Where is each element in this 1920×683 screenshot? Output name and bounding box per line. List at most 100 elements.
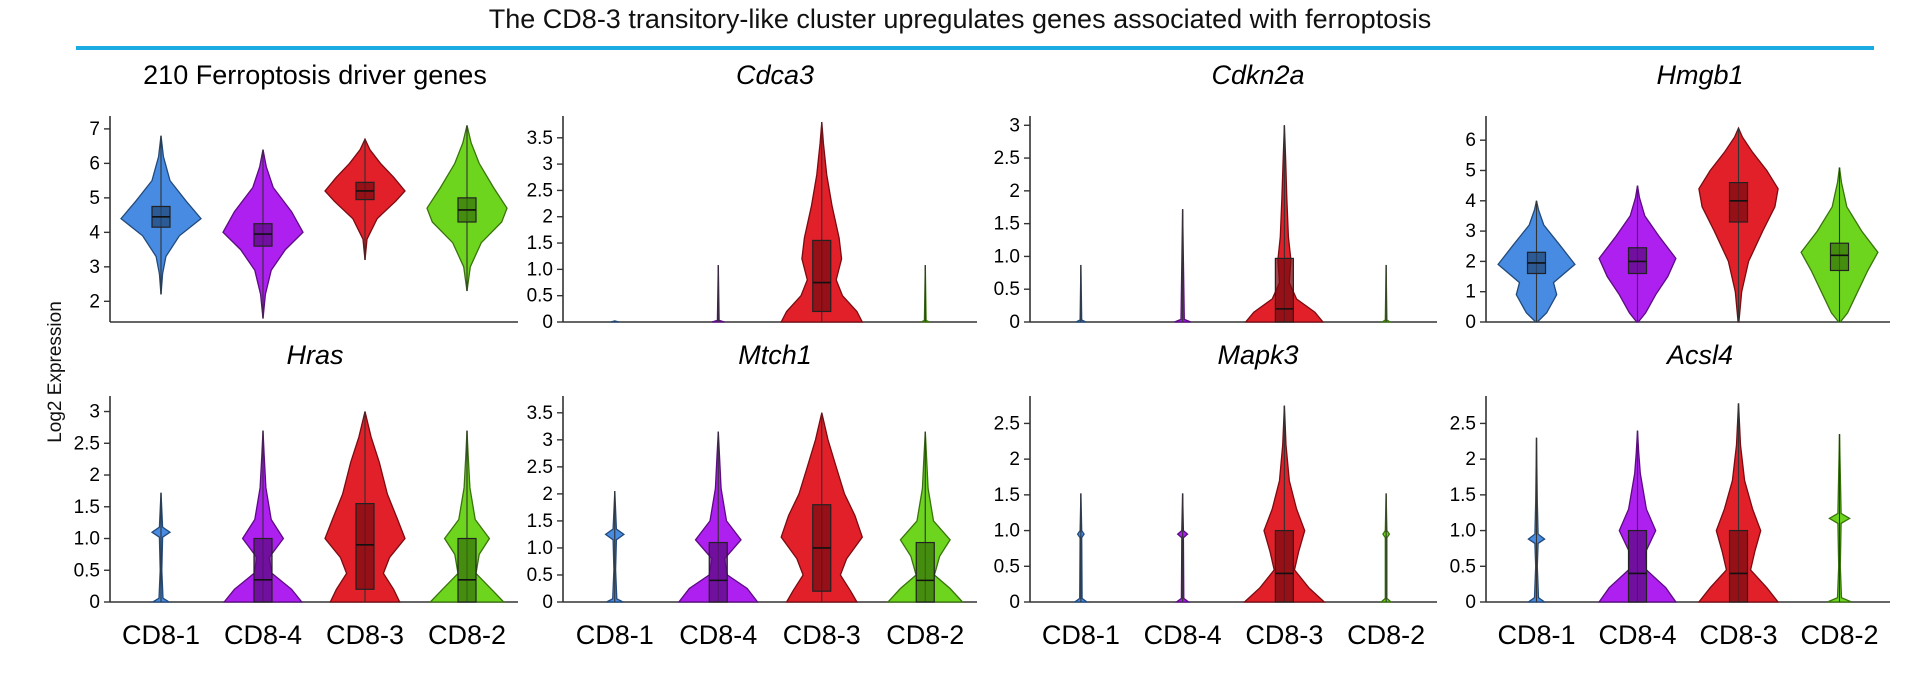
violin-panel: Cdca3 0 0.5 1.0 1.5 2 2.5 3 3.5 xyxy=(527,60,977,333)
y-tick-label: 3.5 xyxy=(527,403,553,424)
y-tick-label: 2 xyxy=(1465,251,1476,272)
violin-iqr-box xyxy=(1728,182,1749,223)
y-tick-label: 1.5 xyxy=(994,485,1020,506)
y-tick-label: 3 xyxy=(1009,115,1020,136)
violin-iqr-box xyxy=(1829,242,1850,272)
violin-iqr-box xyxy=(253,537,273,603)
y-tick-label: 1.5 xyxy=(527,511,553,532)
panel-title: Mapk3 xyxy=(1217,340,1298,370)
panel-title: Cdca3 xyxy=(736,60,814,90)
panel-title: Cdkn2a xyxy=(1211,60,1304,90)
y-tick-label: 3 xyxy=(89,402,100,423)
y-tick-label: 5 xyxy=(89,188,100,209)
violin-panel: Acsl4 0 0.5 1.0 1.5 2 2.5 CD8-1 CD8-4 CD8-3 CD8-2 xyxy=(1450,340,1890,650)
violin-iqr-box xyxy=(1274,257,1294,323)
y-tick-label: 2 xyxy=(1009,181,1020,202)
panel-title: Hras xyxy=(286,340,343,370)
violin-iqr-box xyxy=(1728,529,1749,603)
x-category-label: CD8-3 xyxy=(1699,620,1777,650)
y-tick-label: 6 xyxy=(1465,130,1476,151)
x-category-label: CD8-2 xyxy=(886,620,964,650)
violin-panel: Hmgb1 0 1 2 3 4 5 6 xyxy=(1465,60,1890,333)
x-category-label: CD8-3 xyxy=(326,620,404,650)
violin-iqr-box xyxy=(253,223,273,247)
y-tick-label: 0 xyxy=(1465,592,1476,613)
y-tick-label: 1.0 xyxy=(74,529,100,550)
figure-title: The CD8-3 transitory-like cluster upregu… xyxy=(488,4,1432,34)
x-category-label: CD8-1 xyxy=(122,620,200,650)
violin-panel: Hras 0 0.5 1.0 1.5 2 2.5 3 CD8-1 CD8-4 CD8-3 CD8-2 xyxy=(74,340,518,650)
violin-panel: Mapk3 0 0.5 1.0 1.5 2 2.5 CD8-1 CD8-4 CD8-3 CD8-2 xyxy=(994,340,1437,650)
y-tick-label: 1.0 xyxy=(1450,521,1476,542)
y-tick-label: 1.5 xyxy=(527,233,553,254)
y-tick-label: 1.0 xyxy=(527,538,553,559)
y-tick-label: 7 xyxy=(89,119,100,140)
y-tick-label: 5 xyxy=(1465,160,1476,181)
violin-panel: 210 Ferroptosis driver genes 2 3 4 5 6 7 xyxy=(89,60,518,323)
y-tick-label: 0 xyxy=(542,592,553,613)
y-tick-label: 2.5 xyxy=(527,180,553,201)
y-tick-label: 3 xyxy=(542,154,553,175)
y-tick-label: 2 xyxy=(89,465,100,486)
y-tick-label: 3.5 xyxy=(527,128,553,149)
x-category-label: CD8-3 xyxy=(783,620,861,650)
y-tick-label: 2.5 xyxy=(527,457,553,478)
panel-title: Acsl4 xyxy=(1665,340,1733,370)
x-category-label: CD8-1 xyxy=(1042,620,1120,650)
x-category-label: CD8-1 xyxy=(1497,620,1575,650)
panel-title: Hmgb1 xyxy=(1656,60,1743,90)
y-tick-label: 4 xyxy=(1465,191,1476,212)
violin-iqr-box xyxy=(355,502,375,590)
y-tick-label: 1.5 xyxy=(994,214,1020,235)
panel-title: Mtch1 xyxy=(738,340,812,370)
x-category-label: CD8-2 xyxy=(428,620,506,650)
y-tick-label: 2 xyxy=(1009,449,1020,470)
y-tick-label: 0 xyxy=(1465,312,1476,333)
y-tick-label: 2.5 xyxy=(994,413,1020,434)
x-category-label: CD8-4 xyxy=(1598,620,1676,650)
y-tick-label: 1 xyxy=(1465,282,1476,303)
y-tick-label: 0 xyxy=(1009,592,1020,613)
title-rule xyxy=(76,46,1874,50)
y-tick-label: 1.5 xyxy=(1450,485,1476,506)
x-category-label: CD8-1 xyxy=(576,620,654,650)
y-tick-label: 6 xyxy=(89,153,100,174)
y-tick-label: 0 xyxy=(1009,312,1020,333)
x-category-label: CD8-2 xyxy=(1347,620,1425,650)
y-tick-label: 0 xyxy=(542,312,553,333)
y-tick-label: 2.5 xyxy=(994,148,1020,169)
violin-iqr-box xyxy=(708,541,728,603)
x-category-label: CD8-3 xyxy=(1245,620,1323,650)
y-tick-label: 0.5 xyxy=(1450,556,1476,577)
y-tick-label: 2.5 xyxy=(74,433,100,454)
y-tick-label: 0.5 xyxy=(994,279,1020,300)
y-tick-label: 1.5 xyxy=(74,497,100,518)
panel-title: 210 Ferroptosis driver genes xyxy=(143,60,487,90)
y-tick-label: 3 xyxy=(1465,221,1476,242)
y-tick-label: 2 xyxy=(542,207,553,228)
y-tick-label: 3 xyxy=(542,430,553,451)
y-tick-label: 2 xyxy=(542,484,553,505)
x-category-label: CD8-4 xyxy=(1144,620,1222,650)
y-tick-label: 0.5 xyxy=(527,565,553,586)
y-tick-label: 3 xyxy=(89,257,100,278)
violin-iqr-box xyxy=(457,537,477,603)
y-tick-label: 4 xyxy=(89,222,100,243)
violin-iqr-box xyxy=(915,541,935,603)
y-tick-label: 1.0 xyxy=(994,521,1020,542)
y-tick-label: 1.0 xyxy=(994,246,1020,267)
x-category-label: CD8-2 xyxy=(1800,620,1878,650)
y-tick-label: 2 xyxy=(89,291,100,312)
violin-panel: Mtch1 0 0.5 1.0 1.5 2 2.5 3 3.5 CD8-1 CD8-4 CD8-3 CD… xyxy=(527,340,977,650)
violin-panel: Cdkn2a 0 0.5 1.0 1.5 2 2.5 3 xyxy=(994,60,1437,333)
y-tick-label: 1.0 xyxy=(527,259,553,280)
y-tick-label: 2 xyxy=(1465,449,1476,470)
x-category-label: CD8-4 xyxy=(679,620,757,650)
y-tick-label: 0.5 xyxy=(994,556,1020,577)
x-category-label: CD8-4 xyxy=(224,620,302,650)
y-tick-label: 2.5 xyxy=(1450,413,1476,434)
y-tick-label: 0.5 xyxy=(527,286,553,307)
violin-iqr-box xyxy=(1627,529,1648,603)
violin-iqr-box xyxy=(812,239,832,313)
